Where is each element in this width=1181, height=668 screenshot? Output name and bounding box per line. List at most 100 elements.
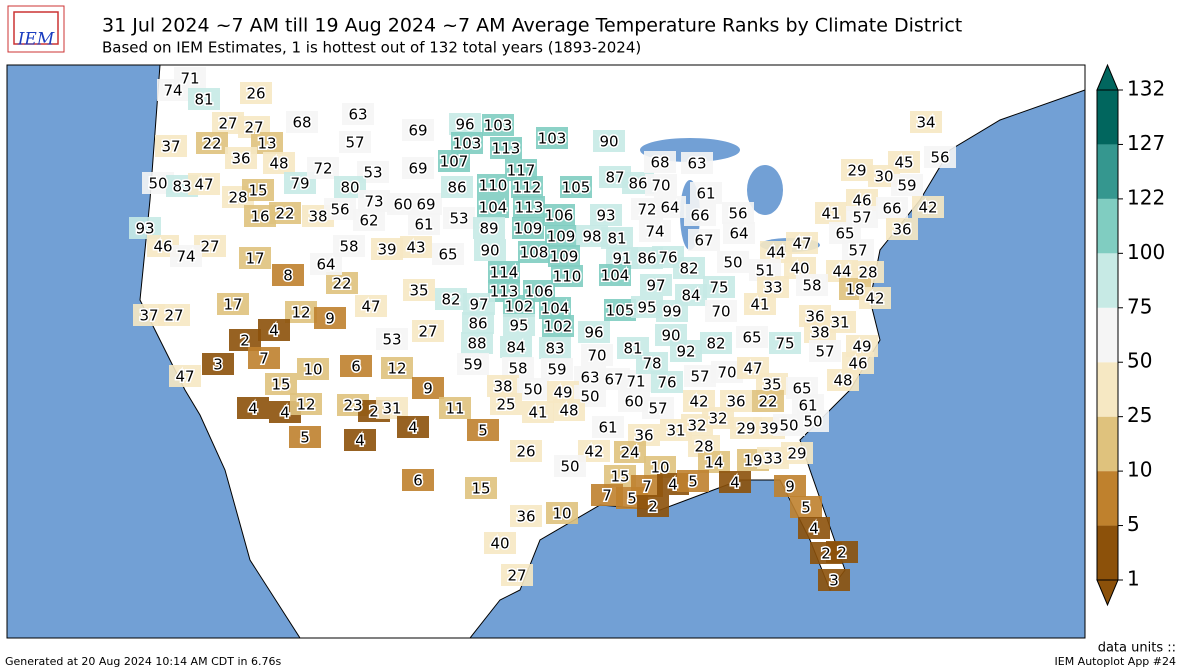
district [717, 251, 749, 273]
district [265, 373, 297, 395]
district [590, 204, 622, 226]
district-rank-label: 42 [584, 443, 603, 461]
district-rank-label: 89 [479, 220, 498, 238]
district-rank-label: 58 [339, 238, 358, 256]
district-rank-label: 86 [637, 250, 656, 268]
district-rank-label: 9 [785, 478, 795, 496]
district-rank-label: 27 [244, 119, 263, 137]
district [842, 239, 874, 261]
district [604, 465, 636, 487]
district-rank-label: 61 [414, 216, 433, 234]
district [636, 352, 668, 374]
district-rank-label: 67 [694, 232, 713, 250]
district [242, 179, 274, 201]
district [705, 300, 737, 322]
district [487, 375, 519, 397]
district-rank-label: 96 [455, 116, 474, 134]
district-rank-label: 44 [832, 263, 851, 281]
district [410, 193, 442, 215]
district [644, 151, 676, 173]
district-rank-label: 113 [492, 140, 521, 158]
district [786, 377, 818, 399]
district [237, 397, 269, 419]
district-rank-label: 7 [259, 350, 269, 368]
district-rank-label: 4 [730, 474, 740, 492]
colorbar-tick-label: 132 [1127, 77, 1165, 101]
district [402, 119, 434, 141]
district [402, 469, 434, 491]
district [700, 332, 732, 354]
colorbar-band [1097, 198, 1118, 254]
district [503, 295, 535, 317]
district-rank-label: 50 [723, 254, 742, 272]
district-rank-label: 5 [300, 429, 310, 447]
district [412, 320, 444, 342]
district-rank-label: 48 [833, 372, 852, 390]
district [133, 304, 165, 326]
district [488, 261, 520, 283]
district-rank-label: 4 [355, 432, 365, 450]
district-rank-label: 10 [552, 505, 571, 523]
district-rank-label: 13 [257, 135, 276, 153]
district [473, 217, 505, 239]
district-rank-label: 57 [815, 343, 834, 361]
district [769, 332, 801, 354]
district-rank-label: 65 [438, 246, 457, 264]
district-rank-label: 57 [345, 134, 364, 152]
app-note: IEM Autoplot App #24 [1055, 655, 1177, 668]
district [703, 276, 735, 298]
district-rank-label: 86 [628, 175, 647, 193]
district-rank-label: 104 [479, 199, 508, 217]
district-rank-label: 36 [634, 427, 653, 445]
district [846, 335, 878, 357]
district [690, 182, 722, 204]
district-rank-label: 12 [291, 304, 310, 322]
district [285, 301, 317, 323]
colorbar-band [1097, 90, 1118, 145]
district [340, 355, 372, 377]
district-rank-label: 46 [848, 355, 867, 373]
district-rank-label: 65 [792, 380, 811, 398]
district-rank-label: 102 [505, 298, 534, 316]
district [628, 424, 660, 446]
district [403, 279, 435, 301]
district [286, 111, 318, 133]
district-rank-label: 47 [194, 176, 213, 194]
district [381, 357, 413, 379]
district [673, 257, 705, 279]
district-rank-label: 66 [882, 200, 901, 218]
district-rank-label: 4 [269, 322, 279, 340]
district-rank-label: 2 [240, 332, 250, 350]
district-rank-label: 67 [604, 371, 623, 389]
district [784, 257, 816, 279]
district-rank-label: 44 [766, 244, 785, 262]
district [684, 204, 716, 226]
district [542, 315, 574, 337]
district [543, 204, 575, 226]
district [711, 361, 743, 383]
district-rank-label: 37 [161, 138, 180, 156]
colorbar-tick-label: 25 [1127, 403, 1152, 427]
district-rank-label: 4 [668, 476, 678, 494]
district [239, 247, 271, 269]
district [500, 336, 532, 358]
district-rank-label: 57 [848, 242, 867, 260]
district-rank-label: 88 [467, 335, 486, 353]
district-rank-label: 26 [246, 85, 265, 103]
district-rank-label: 83 [172, 178, 191, 196]
colorbar-tick-label: 127 [1127, 131, 1165, 155]
district [736, 326, 768, 348]
district [290, 393, 322, 415]
district-rank-label: 104 [541, 300, 570, 318]
district [818, 569, 850, 591]
district-rank-label: 96 [584, 324, 603, 342]
district-rank-label: 27 [164, 307, 183, 325]
district-rank-label: 8 [283, 267, 293, 285]
district-rank-label: 2 [837, 544, 847, 562]
district-rank-label: 42 [689, 393, 708, 411]
district-rank-label: 71 [180, 70, 199, 88]
district-rank-label: 76 [658, 249, 677, 267]
district [749, 259, 781, 281]
district-rank-label: 10 [303, 361, 322, 379]
district-rank-label: 75 [775, 335, 794, 353]
